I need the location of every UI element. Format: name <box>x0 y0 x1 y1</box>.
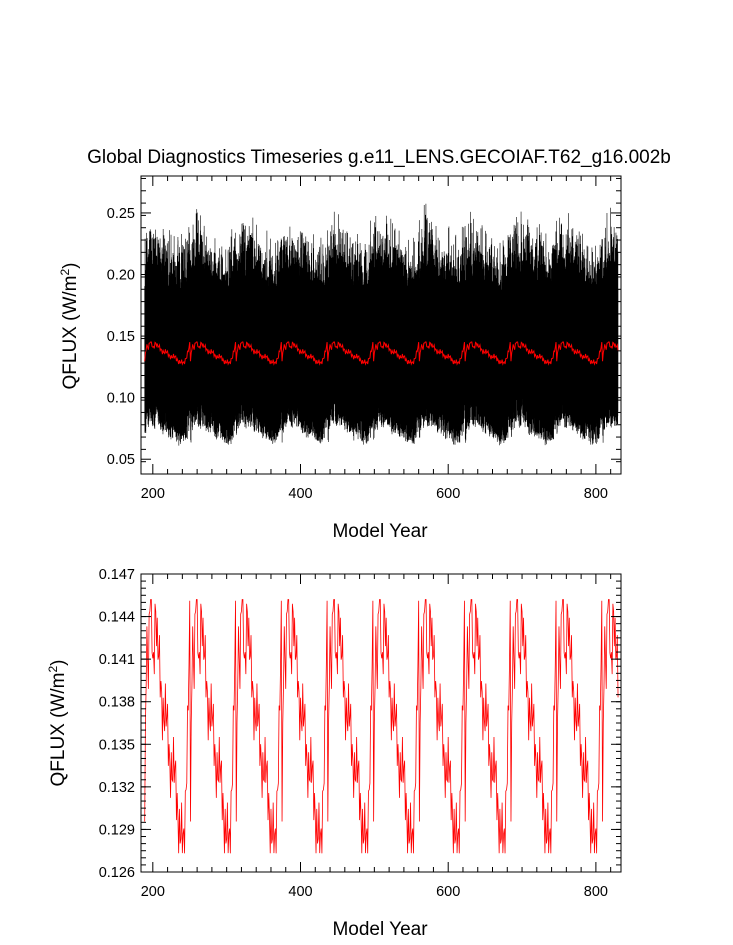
bottom-y-axis-label: QFLUX (W/m2) <box>46 659 69 786</box>
top-y-tick-labels: 0.05 0.10 0.15 0.20 0.25 <box>107 206 135 468</box>
annual-mean-series-line <box>144 599 619 854</box>
top-plot-frame <box>140 175 622 475</box>
y-tick-label: 0.05 <box>107 452 135 468</box>
y-tick-label: 0.15 <box>107 329 135 345</box>
x-tick-label: 600 <box>436 884 460 900</box>
y-tick-label: 0.141 <box>99 652 135 668</box>
annual-mean-series-line <box>144 341 619 366</box>
x-tick-label: 800 <box>584 486 608 502</box>
top-y-axis-label: QFLUX (W/m2) <box>58 262 81 389</box>
x-tick-label: 400 <box>288 486 312 502</box>
bottom-plot-area <box>144 599 619 854</box>
x-tick-label: 200 <box>141 486 165 502</box>
x-tick-label: 800 <box>584 884 608 900</box>
top-axis-ticks <box>141 176 621 475</box>
bottom-x-axis-label: Model Year <box>332 919 428 940</box>
y-tick-label: 0.138 <box>99 695 135 711</box>
x-tick-label: 200 <box>141 884 165 900</box>
y-tick-label: 0.147 <box>99 567 135 583</box>
y-tick-label: 0.129 <box>99 822 135 838</box>
x-tick-label: 400 <box>288 884 312 900</box>
y-tick-label: 0.144 <box>99 610 135 626</box>
y-tick-label: 0.20 <box>107 268 135 284</box>
bottom-x-tick-labels: 200 400 600 800 <box>141 884 608 900</box>
top-panel: 0.05 0.10 0.15 0.20 0.25 200 400 600 800 Model … <box>58 175 622 542</box>
chart-title: Global Diagnostics Timeseries g.e11_LENS… <box>87 147 671 168</box>
top-x-axis-label: Model Year <box>332 521 428 542</box>
y-tick-label: 0.132 <box>99 780 135 796</box>
y-tick-label: 0.135 <box>99 737 135 753</box>
bottom-y-tick-labels: 0.126 0.129 0.132 0.135 0.138 0.141 0.144 0.147 <box>99 567 135 881</box>
bottom-plot-frame <box>140 573 622 873</box>
y-tick-label: 0.126 <box>99 865 135 881</box>
monthly-series-line <box>144 203 619 446</box>
y-tick-label: 0.10 <box>107 391 135 407</box>
bottom-axis-ticks <box>141 573 621 873</box>
top-plot-area <box>144 203 619 446</box>
x-tick-label: 600 <box>436 486 460 502</box>
bottom-panel: 0.126 0.129 0.132 0.135 0.138 0.141 0.144 0.147… <box>46 567 622 940</box>
top-x-tick-labels: 200 400 600 800 <box>141 486 608 502</box>
y-tick-label: 0.25 <box>107 206 135 222</box>
